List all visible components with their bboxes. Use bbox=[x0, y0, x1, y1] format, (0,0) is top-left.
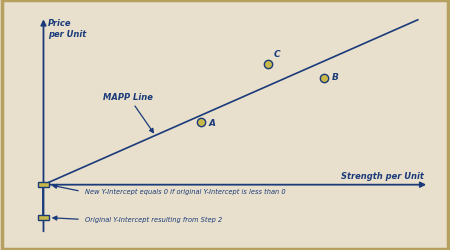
Bar bbox=[38, 216, 49, 220]
Text: A: A bbox=[208, 118, 215, 127]
Text: New Y-Intercept equals 0 if original Y-Intercept is less than 0: New Y-Intercept equals 0 if original Y-I… bbox=[85, 188, 285, 194]
Text: MAPP Line: MAPP Line bbox=[104, 92, 153, 133]
Text: B: B bbox=[332, 73, 338, 82]
Text: Original Y-Intercept resulting from Step 2: Original Y-Intercept resulting from Step… bbox=[85, 216, 222, 222]
Text: C: C bbox=[274, 50, 280, 58]
Text: Strength per Unit: Strength per Unit bbox=[341, 171, 423, 180]
Bar bbox=[38, 183, 49, 187]
Text: Price
per Unit: Price per Unit bbox=[48, 19, 86, 38]
